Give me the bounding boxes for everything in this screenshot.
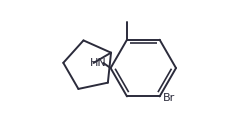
Text: Br: Br [163,93,175,103]
Text: HN: HN [90,58,107,68]
